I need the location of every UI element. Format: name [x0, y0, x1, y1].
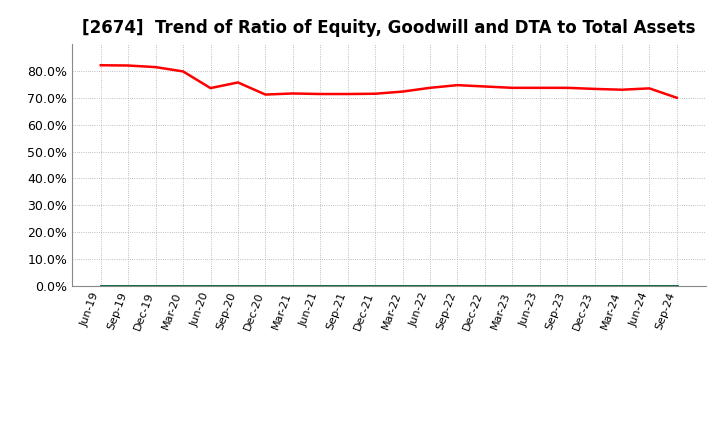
Deferred Tax Assets [508, 283, 516, 289]
Deferred Tax Assets [124, 283, 132, 289]
Deferred Tax Assets [233, 283, 242, 289]
Equity [151, 65, 160, 70]
Goodwill [563, 283, 572, 289]
Deferred Tax Assets [151, 283, 160, 289]
Goodwill [96, 283, 105, 289]
Goodwill [453, 283, 462, 289]
Equity [289, 91, 297, 96]
Equity [261, 92, 270, 97]
Equity [96, 62, 105, 68]
Equity [536, 85, 544, 91]
Equity [453, 82, 462, 88]
Deferred Tax Assets [398, 283, 407, 289]
Equity [480, 84, 489, 89]
Goodwill [618, 283, 626, 289]
Goodwill [343, 283, 352, 289]
Equity [371, 91, 379, 96]
Deferred Tax Assets [289, 283, 297, 289]
Deferred Tax Assets [480, 283, 489, 289]
Deferred Tax Assets [96, 283, 105, 289]
Deferred Tax Assets [371, 283, 379, 289]
Deferred Tax Assets [536, 283, 544, 289]
Goodwill [590, 283, 599, 289]
Deferred Tax Assets [453, 283, 462, 289]
Equity [618, 87, 626, 92]
Goodwill [672, 283, 681, 289]
Deferred Tax Assets [645, 283, 654, 289]
Goodwill [289, 283, 297, 289]
Equity [316, 92, 325, 97]
Equity [206, 85, 215, 91]
Deferred Tax Assets [563, 283, 572, 289]
Goodwill [316, 283, 325, 289]
Equity [124, 63, 132, 68]
Legend: Equity, Goodwill, Deferred Tax Assets: Equity, Goodwill, Deferred Tax Assets [194, 437, 583, 440]
Deferred Tax Assets [206, 283, 215, 289]
Deferred Tax Assets [261, 283, 270, 289]
Deferred Tax Assets [179, 283, 187, 289]
Deferred Tax Assets [343, 283, 352, 289]
Equity [590, 86, 599, 92]
Equity [426, 85, 434, 91]
Equity [645, 86, 654, 91]
Equity [233, 80, 242, 85]
Equity [508, 85, 516, 91]
Deferred Tax Assets [672, 283, 681, 289]
Goodwill [206, 283, 215, 289]
Goodwill [508, 283, 516, 289]
Goodwill [536, 283, 544, 289]
Goodwill [371, 283, 379, 289]
Deferred Tax Assets [316, 283, 325, 289]
Equity [398, 89, 407, 94]
Deferred Tax Assets [426, 283, 434, 289]
Equity [179, 69, 187, 74]
Goodwill [233, 283, 242, 289]
Deferred Tax Assets [618, 283, 626, 289]
Goodwill [645, 283, 654, 289]
Equity [672, 95, 681, 100]
Title: [2674]  Trend of Ratio of Equity, Goodwill and DTA to Total Assets: [2674] Trend of Ratio of Equity, Goodwil… [82, 19, 696, 37]
Goodwill [398, 283, 407, 289]
Line: Equity: Equity [101, 65, 677, 98]
Goodwill [151, 283, 160, 289]
Equity [343, 92, 352, 97]
Equity [563, 85, 572, 91]
Goodwill [426, 283, 434, 289]
Goodwill [124, 283, 132, 289]
Goodwill [480, 283, 489, 289]
Goodwill [179, 283, 187, 289]
Goodwill [261, 283, 270, 289]
Deferred Tax Assets [590, 283, 599, 289]
